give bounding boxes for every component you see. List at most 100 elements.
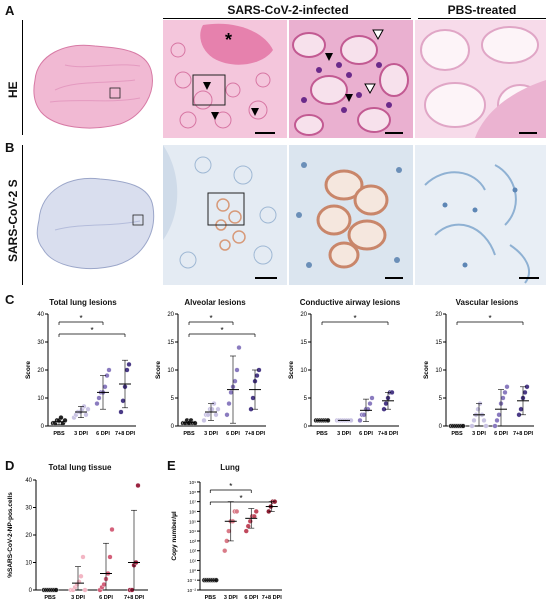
- y-axis-label: Copy number/µl: [171, 511, 178, 560]
- data-point: [247, 518, 253, 524]
- y-tick-label: 10⁶: [189, 509, 196, 514]
- data-point: [369, 395, 375, 401]
- y-tick-label: 40: [25, 478, 32, 484]
- y-tick-label: 20: [25, 533, 32, 539]
- x-tick-label: 7+8 DPI: [124, 595, 144, 601]
- panel-letter-c: C: [5, 292, 15, 307]
- data-point: [205, 412, 211, 418]
- y-tick-label: 10⁷: [189, 500, 196, 505]
- data-point: [135, 482, 141, 489]
- y-tick-label: 15: [435, 340, 442, 346]
- x-tick-label: 7+8 DPI: [245, 431, 265, 437]
- data-point: [80, 554, 86, 560]
- data-point: [118, 409, 124, 415]
- chart-total-lung-tissue: 0 10 20 30 40 %SARS-CoV-2-NP-pos.cells PBS 3 DP…: [7, 478, 148, 601]
- data-point: [236, 344, 242, 351]
- data-point: [383, 400, 389, 407]
- y-tick-label: 10⁻²: [187, 588, 196, 593]
- data-point: [226, 400, 232, 407]
- row-label-spike: SARS-CoV-2 S: [6, 179, 20, 262]
- y-axis-label: Score: [423, 361, 430, 379]
- y-tick-label: 10: [25, 561, 32, 567]
- y-tick-label: 10⁴: [189, 529, 196, 534]
- spike-pbs-drawing: [415, 145, 546, 285]
- header-infected-line: [163, 18, 411, 19]
- chart-vascular-lesions: 0 5 10 15 20 Score PBS 3 DPI 6 DPI 7+8 DPI *: [423, 312, 534, 437]
- data-point: [365, 406, 371, 412]
- x-tick-label: 6 DPI: [359, 431, 373, 437]
- spike-infected-low-mag-image: [163, 145, 287, 285]
- y-tick-label: 20: [167, 312, 174, 318]
- c3-title: Conductive airway lesions: [299, 298, 401, 307]
- he-overview-image: [25, 20, 160, 138]
- he-pbs-image: [415, 20, 546, 138]
- data-point: [253, 508, 259, 515]
- data-point: [471, 417, 477, 424]
- data-point: [209, 406, 215, 412]
- data-point: [234, 508, 240, 515]
- data-point: [102, 384, 108, 390]
- data-point: [500, 395, 506, 401]
- data-point: [78, 573, 84, 579]
- y-tick-label: 10: [167, 368, 174, 374]
- spike-overview-drawing: [36, 177, 155, 269]
- data-point: [215, 406, 221, 412]
- panel-letter-a: A: [5, 3, 15, 18]
- x-tick-label: PBS: [44, 595, 56, 601]
- data-point: [224, 412, 230, 418]
- row-b-divider: [22, 145, 23, 285]
- x-tick-label: 3 DPI: [204, 431, 218, 437]
- data-point: [481, 417, 487, 424]
- he-overview-drawing: [33, 44, 153, 129]
- he-infected-low-mag-image: *: [163, 20, 287, 138]
- x-tick-label: PBS: [53, 431, 65, 437]
- spike-high-mag-drawing: [289, 145, 413, 285]
- x-tick-label: 6 DPI: [226, 431, 240, 437]
- data-point: [494, 417, 500, 424]
- data-point: [518, 406, 524, 412]
- y-tick-label: 40: [37, 312, 44, 318]
- header-infected: SARS-CoV-2-infected: [227, 3, 349, 17]
- y-tick-label: 10⁰: [189, 568, 196, 573]
- significance-star: *: [220, 326, 223, 335]
- chart-alveolar-lesions: 0 5 10 15 20 Score PBS 3 DPI 6 DPI 7+8 DPI * *: [155, 312, 266, 437]
- significance-star: *: [90, 326, 93, 335]
- y-axis-label: Score: [155, 361, 162, 379]
- d-title: Total lung tissue: [48, 463, 112, 472]
- data-point: [361, 412, 367, 418]
- data-point: [522, 389, 528, 396]
- x-tick-label: 3 DPI: [337, 431, 351, 437]
- significance-star: *: [79, 314, 82, 323]
- x-tick-label: 6 DPI: [99, 595, 113, 601]
- he-low-mag-drawing: *: [163, 20, 287, 138]
- data-point: [243, 528, 249, 534]
- he-infected-high-mag-image: [289, 20, 413, 138]
- y-tick-label: 10⁸: [189, 490, 196, 495]
- x-tick-label: 6 DPI: [494, 431, 508, 437]
- y-tick-label: 0: [41, 424, 45, 430]
- y-tick-label: 10⁻¹: [187, 578, 196, 583]
- spike-low-mag-drawing: [163, 145, 287, 285]
- data-point: [109, 526, 115, 533]
- x-tick-label: 6 DPI: [96, 431, 110, 437]
- data-point: [192, 420, 198, 426]
- data-point: [254, 372, 260, 379]
- c1-title: Total lung lesions: [49, 298, 117, 307]
- y-tick-label: 10³: [189, 539, 196, 544]
- panel-letter-d: D: [5, 458, 15, 473]
- significance-star: *: [229, 482, 232, 491]
- data-point: [222, 548, 228, 554]
- data-point: [106, 367, 112, 373]
- data-point: [120, 398, 126, 404]
- y-tick-label: 10²: [189, 549, 196, 554]
- x-tick-label: 3 DPI: [74, 431, 88, 437]
- c4-title: Vascular lesions: [455, 298, 519, 307]
- y-tick-label: 0: [439, 424, 443, 430]
- data-point: [469, 423, 475, 429]
- y-tick-label: 15: [167, 340, 174, 346]
- y-tick-label: 0: [171, 424, 175, 430]
- significance-star: *: [209, 314, 212, 323]
- x-tick-label: 3 DPI: [224, 595, 238, 601]
- y-tick-label: 5: [304, 396, 308, 402]
- spike-pbs-image: [415, 145, 546, 285]
